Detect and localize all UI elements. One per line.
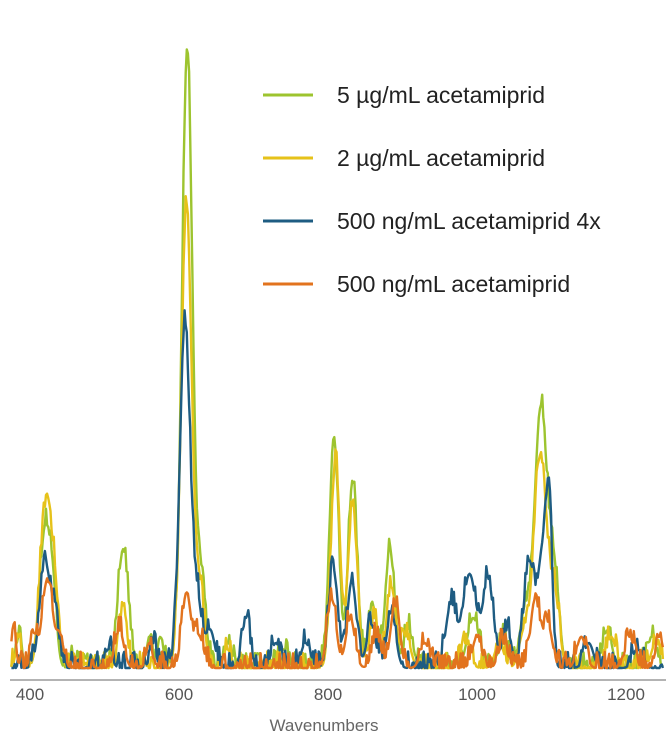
x-tick-layer: 400 600 800 1000 1200 — [16, 685, 645, 704]
series-line-3 — [11, 309, 665, 670]
x-axis-title: Wavenumbers — [270, 716, 379, 735]
x-tick-label: 1000 — [458, 685, 496, 704]
legend-label-1: 5 µg/mL acetamiprid — [337, 82, 545, 108]
x-tick-label: 1200 — [607, 685, 645, 704]
series-line-1 — [10, 48, 664, 670]
x-tick-label: 600 — [165, 685, 193, 704]
legend-label-2: 2 µg/mL acetamiprid — [337, 145, 545, 171]
legend: 5 µg/mL acetamiprid 2 µg/mL acetamiprid 50… — [263, 82, 601, 297]
series-line-4 — [10, 577, 665, 670]
legend-label-4: 500 ng/mL acetamiprid — [337, 271, 570, 297]
legend-label-3: 500 ng/mL acetamiprid 4x — [337, 208, 601, 234]
series-layer — [10, 48, 665, 670]
series-line-2 — [10, 194, 665, 670]
x-tick-label: 400 — [16, 685, 44, 704]
x-tick-label: 800 — [314, 685, 342, 704]
